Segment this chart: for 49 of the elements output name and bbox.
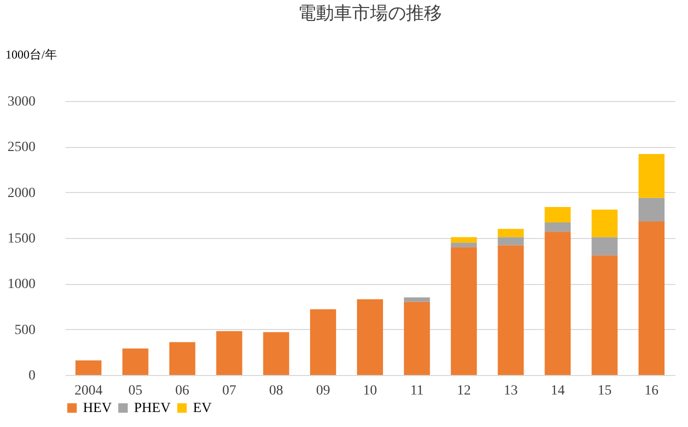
bar [498, 228, 524, 238]
bar [544, 222, 571, 232]
bar [404, 297, 430, 302]
bar [357, 299, 383, 375]
legend-label: HEV [83, 401, 112, 416]
x-tick-label: 11 [410, 384, 424, 398]
x-tick-label: 07 [222, 384, 236, 398]
x-tick-label: 10 [363, 384, 377, 398]
bar [450, 237, 477, 243]
x-tick-label: 05 [128, 384, 142, 398]
legend-label: PHEV [134, 401, 171, 416]
bar [450, 247, 477, 375]
x-tick-label: 09 [316, 384, 330, 398]
legend-label: EV [193, 401, 212, 416]
bar [404, 302, 430, 375]
x-tick-label: 14 [550, 384, 565, 398]
y-tick-label: 2000 [8, 186, 36, 201]
bar [638, 198, 665, 222]
bar [216, 331, 242, 375]
x-tick-label: 08 [269, 384, 284, 398]
bar [122, 348, 148, 375]
x-tick-label: 16 [644, 384, 659, 398]
bar [498, 245, 524, 375]
bar [544, 206, 571, 222]
y-tick-label: 500 [14, 322, 36, 338]
bar [592, 210, 618, 238]
x-tick-label: 12 [456, 384, 471, 398]
x-tick-label: 06 [175, 384, 190, 398]
y-tick-label: 0 [28, 368, 36, 384]
x-tick-label: 15 [598, 384, 612, 398]
bar [169, 342, 196, 375]
bar [638, 222, 665, 375]
y-tick-label: 2500 [8, 140, 36, 156]
bar [544, 232, 571, 375]
x-tick-label: 2004 [74, 384, 102, 398]
bar [263, 332, 290, 375]
y-tick-label: 1500 [8, 232, 36, 246]
chart-title: 電動車市場の推移 [298, 3, 442, 23]
y-axis-title: 1000台/年 [6, 48, 57, 62]
bar [450, 242, 477, 248]
bar [592, 237, 618, 256]
bar [498, 237, 524, 246]
y-tick-label: 3000 [8, 94, 36, 110]
y-tick-label: 1000 [8, 277, 36, 292]
bar [75, 360, 102, 375]
x-tick-label: 13 [504, 384, 518, 398]
bar [638, 154, 665, 198]
bar [310, 309, 336, 375]
bar [592, 255, 618, 375]
